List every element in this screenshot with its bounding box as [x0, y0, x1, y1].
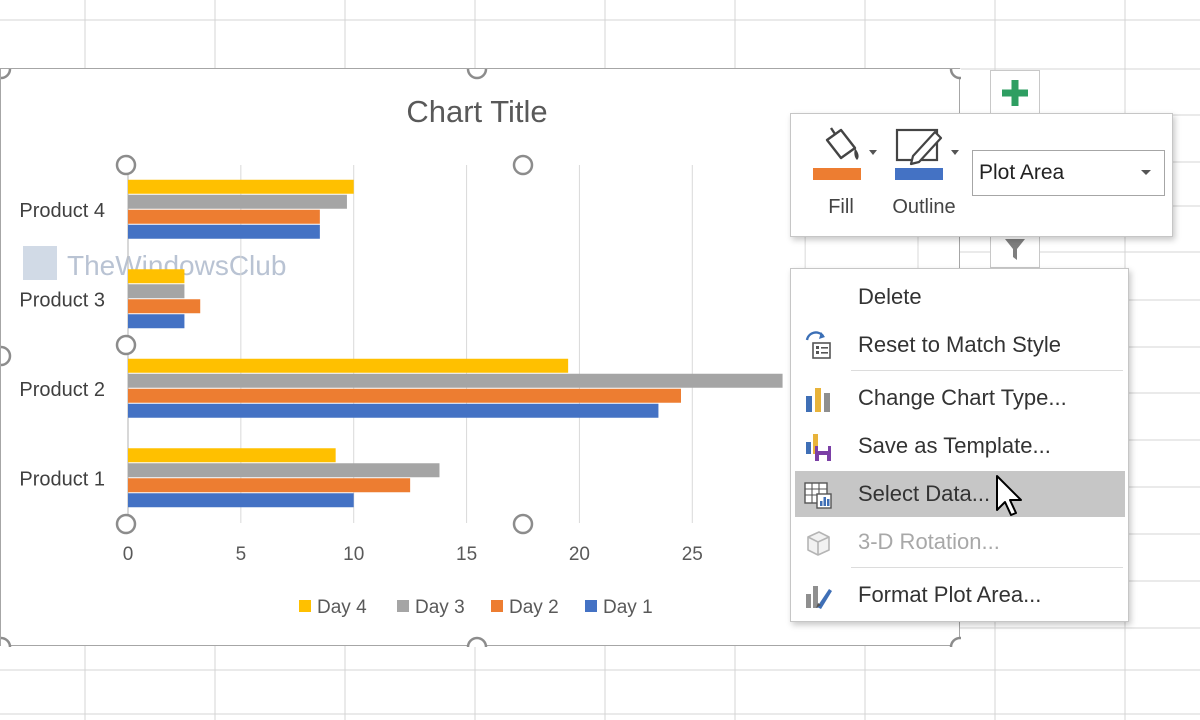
- resize-handle[interactable]: [115, 334, 137, 356]
- bar-day-4-product-3[interactable]: [128, 269, 185, 284]
- x-axis-ticks: 0 5 10 15 20 25: [123, 544, 703, 565]
- fill-color-swatch: [813, 168, 861, 180]
- format-brush-icon: [806, 586, 832, 609]
- fill-button[interactable]: Fill: [801, 122, 881, 227]
- bar-chart-icon: [806, 388, 830, 412]
- funnel-icon: [1005, 238, 1025, 260]
- resize-handle[interactable]: [949, 69, 961, 80]
- watermark-logo-icon: [23, 246, 57, 280]
- bar-day-1-product-4[interactable]: [128, 224, 320, 239]
- context-menu: Delete Reset to Match Style Change Chart…: [790, 268, 1129, 622]
- bar-day-3-product-2[interactable]: [128, 373, 783, 388]
- select-data-icon: [804, 482, 832, 509]
- resize-handle[interactable]: [512, 154, 534, 176]
- bars: [128, 179, 783, 508]
- legend-label: Day 2: [509, 597, 559, 618]
- menu-item-change-chart-type[interactable]: Change Chart Type...: [795, 375, 1125, 421]
- legend-swatch: [397, 600, 409, 612]
- menu-item-save-as-template-label: Save as Template...: [858, 433, 1051, 458]
- cube-icon: [807, 531, 830, 556]
- resize-handle[interactable]: [1, 636, 12, 647]
- outline-button[interactable]: Outline: [883, 122, 965, 227]
- x-tick-label: 10: [343, 544, 364, 565]
- x-tick-label: 25: [682, 544, 703, 565]
- x-tick-label: 15: [456, 544, 477, 565]
- resize-handle[interactable]: [1, 345, 12, 367]
- menu-item-3d-rotation: 3-D Rotation...: [795, 519, 1125, 565]
- category-label: Product 2: [19, 379, 105, 401]
- resize-handle[interactable]: [115, 513, 137, 535]
- resize-handle[interactable]: [949, 636, 961, 647]
- x-tick-label: 0: [123, 544, 134, 565]
- save-template-icon: [806, 434, 831, 461]
- menu-item-delete-label: Delete: [858, 284, 922, 309]
- category-label: Product 3: [19, 289, 105, 311]
- bar-chart[interactable]: Chart Title TheWindowsClub Product 1Prod…: [1, 69, 961, 647]
- chart-elements-button[interactable]: [990, 70, 1040, 116]
- pen-outline-icon: [895, 128, 959, 180]
- category-label: Product 1: [19, 468, 105, 490]
- bar-day-4-product-1[interactable]: [128, 448, 336, 463]
- bar-day-3-product-1[interactable]: [128, 463, 440, 478]
- bar-day-1-product-3[interactable]: [128, 314, 185, 329]
- menu-item-select-data-label: Select Data...: [858, 481, 991, 506]
- x-tick-label: 20: [569, 544, 590, 565]
- menu-item-select-data[interactable]: Select Data...: [795, 471, 1125, 517]
- resize-handle[interactable]: [115, 154, 137, 176]
- legend-swatch: [585, 600, 597, 612]
- outline-color-swatch: [895, 168, 943, 180]
- chart-filters-button[interactable]: [990, 232, 1040, 268]
- menu-item-reset-label: Reset to Match Style: [858, 332, 1061, 357]
- paint-bucket-icon: [813, 127, 877, 180]
- bar-day-1-product-1[interactable]: [128, 493, 354, 508]
- mini-toolbar: Fill Outline Plot Area: [790, 113, 1173, 237]
- resize-handle[interactable]: [466, 69, 488, 80]
- category-label: Product 4: [19, 200, 105, 222]
- reset-style-icon: [805, 331, 831, 359]
- resize-handle[interactable]: [1, 69, 12, 80]
- menu-item-format-plot-area[interactable]: Format Plot Area...: [795, 572, 1125, 618]
- outline-label: Outline: [892, 196, 956, 218]
- fill-label: Fill: [828, 196, 854, 218]
- legend-swatch: [491, 600, 503, 612]
- chart-element-dropdown[interactable]: Plot Area: [972, 150, 1165, 196]
- mouse-pointer-icon: [996, 475, 1022, 516]
- legend-label: Day 1: [603, 597, 653, 618]
- menu-separator: [851, 370, 1123, 371]
- chart-title[interactable]: Chart Title: [406, 94, 547, 129]
- menu-item-3d-rotation-label: 3-D Rotation...: [858, 529, 1000, 554]
- bar-day-3-product-4[interactable]: [128, 194, 347, 209]
- chevron-down-icon: [1141, 170, 1151, 175]
- menu-item-reset-to-match-style[interactable]: Reset to Match Style: [795, 322, 1125, 368]
- bar-day-1-product-2[interactable]: [128, 403, 659, 418]
- selection-handles[interactable]: [1, 69, 961, 647]
- bar-day-2-product-4[interactable]: [128, 209, 320, 224]
- bar-day-2-product-1[interactable]: [128, 478, 411, 493]
- bar-day-4-product-2[interactable]: [128, 358, 569, 373]
- category-labels: Product 1 Product 2 Product 3 Product 4: [19, 200, 105, 491]
- x-tick-label: 5: [236, 544, 247, 565]
- legend-swatch: [299, 600, 311, 612]
- resize-handle[interactable]: [512, 513, 534, 535]
- bar-day-3-product-3[interactable]: [128, 284, 185, 299]
- legend-label: Day 4: [317, 597, 367, 618]
- chart-element-value: Plot Area: [979, 161, 1065, 184]
- menu-item-change-chart-type-label: Change Chart Type...: [858, 385, 1067, 410]
- legend-label: Day 3: [415, 597, 465, 618]
- menu-separator: [851, 567, 1123, 568]
- bar-day-2-product-3[interactable]: [128, 299, 201, 314]
- menu-item-format-plot-area-label: Format Plot Area...: [858, 582, 1042, 607]
- bar-day-2-product-2[interactable]: [128, 388, 681, 403]
- legend[interactable]: Day 4 Day 3 Day 2 Day 1: [299, 597, 653, 618]
- bar-day-4-product-4[interactable]: [128, 179, 354, 194]
- menu-item-save-as-template[interactable]: Save as Template...: [795, 423, 1125, 469]
- menu-item-delete[interactable]: Delete: [795, 274, 1125, 320]
- resize-handle[interactable]: [466, 636, 488, 647]
- plus-icon: [1002, 80, 1028, 106]
